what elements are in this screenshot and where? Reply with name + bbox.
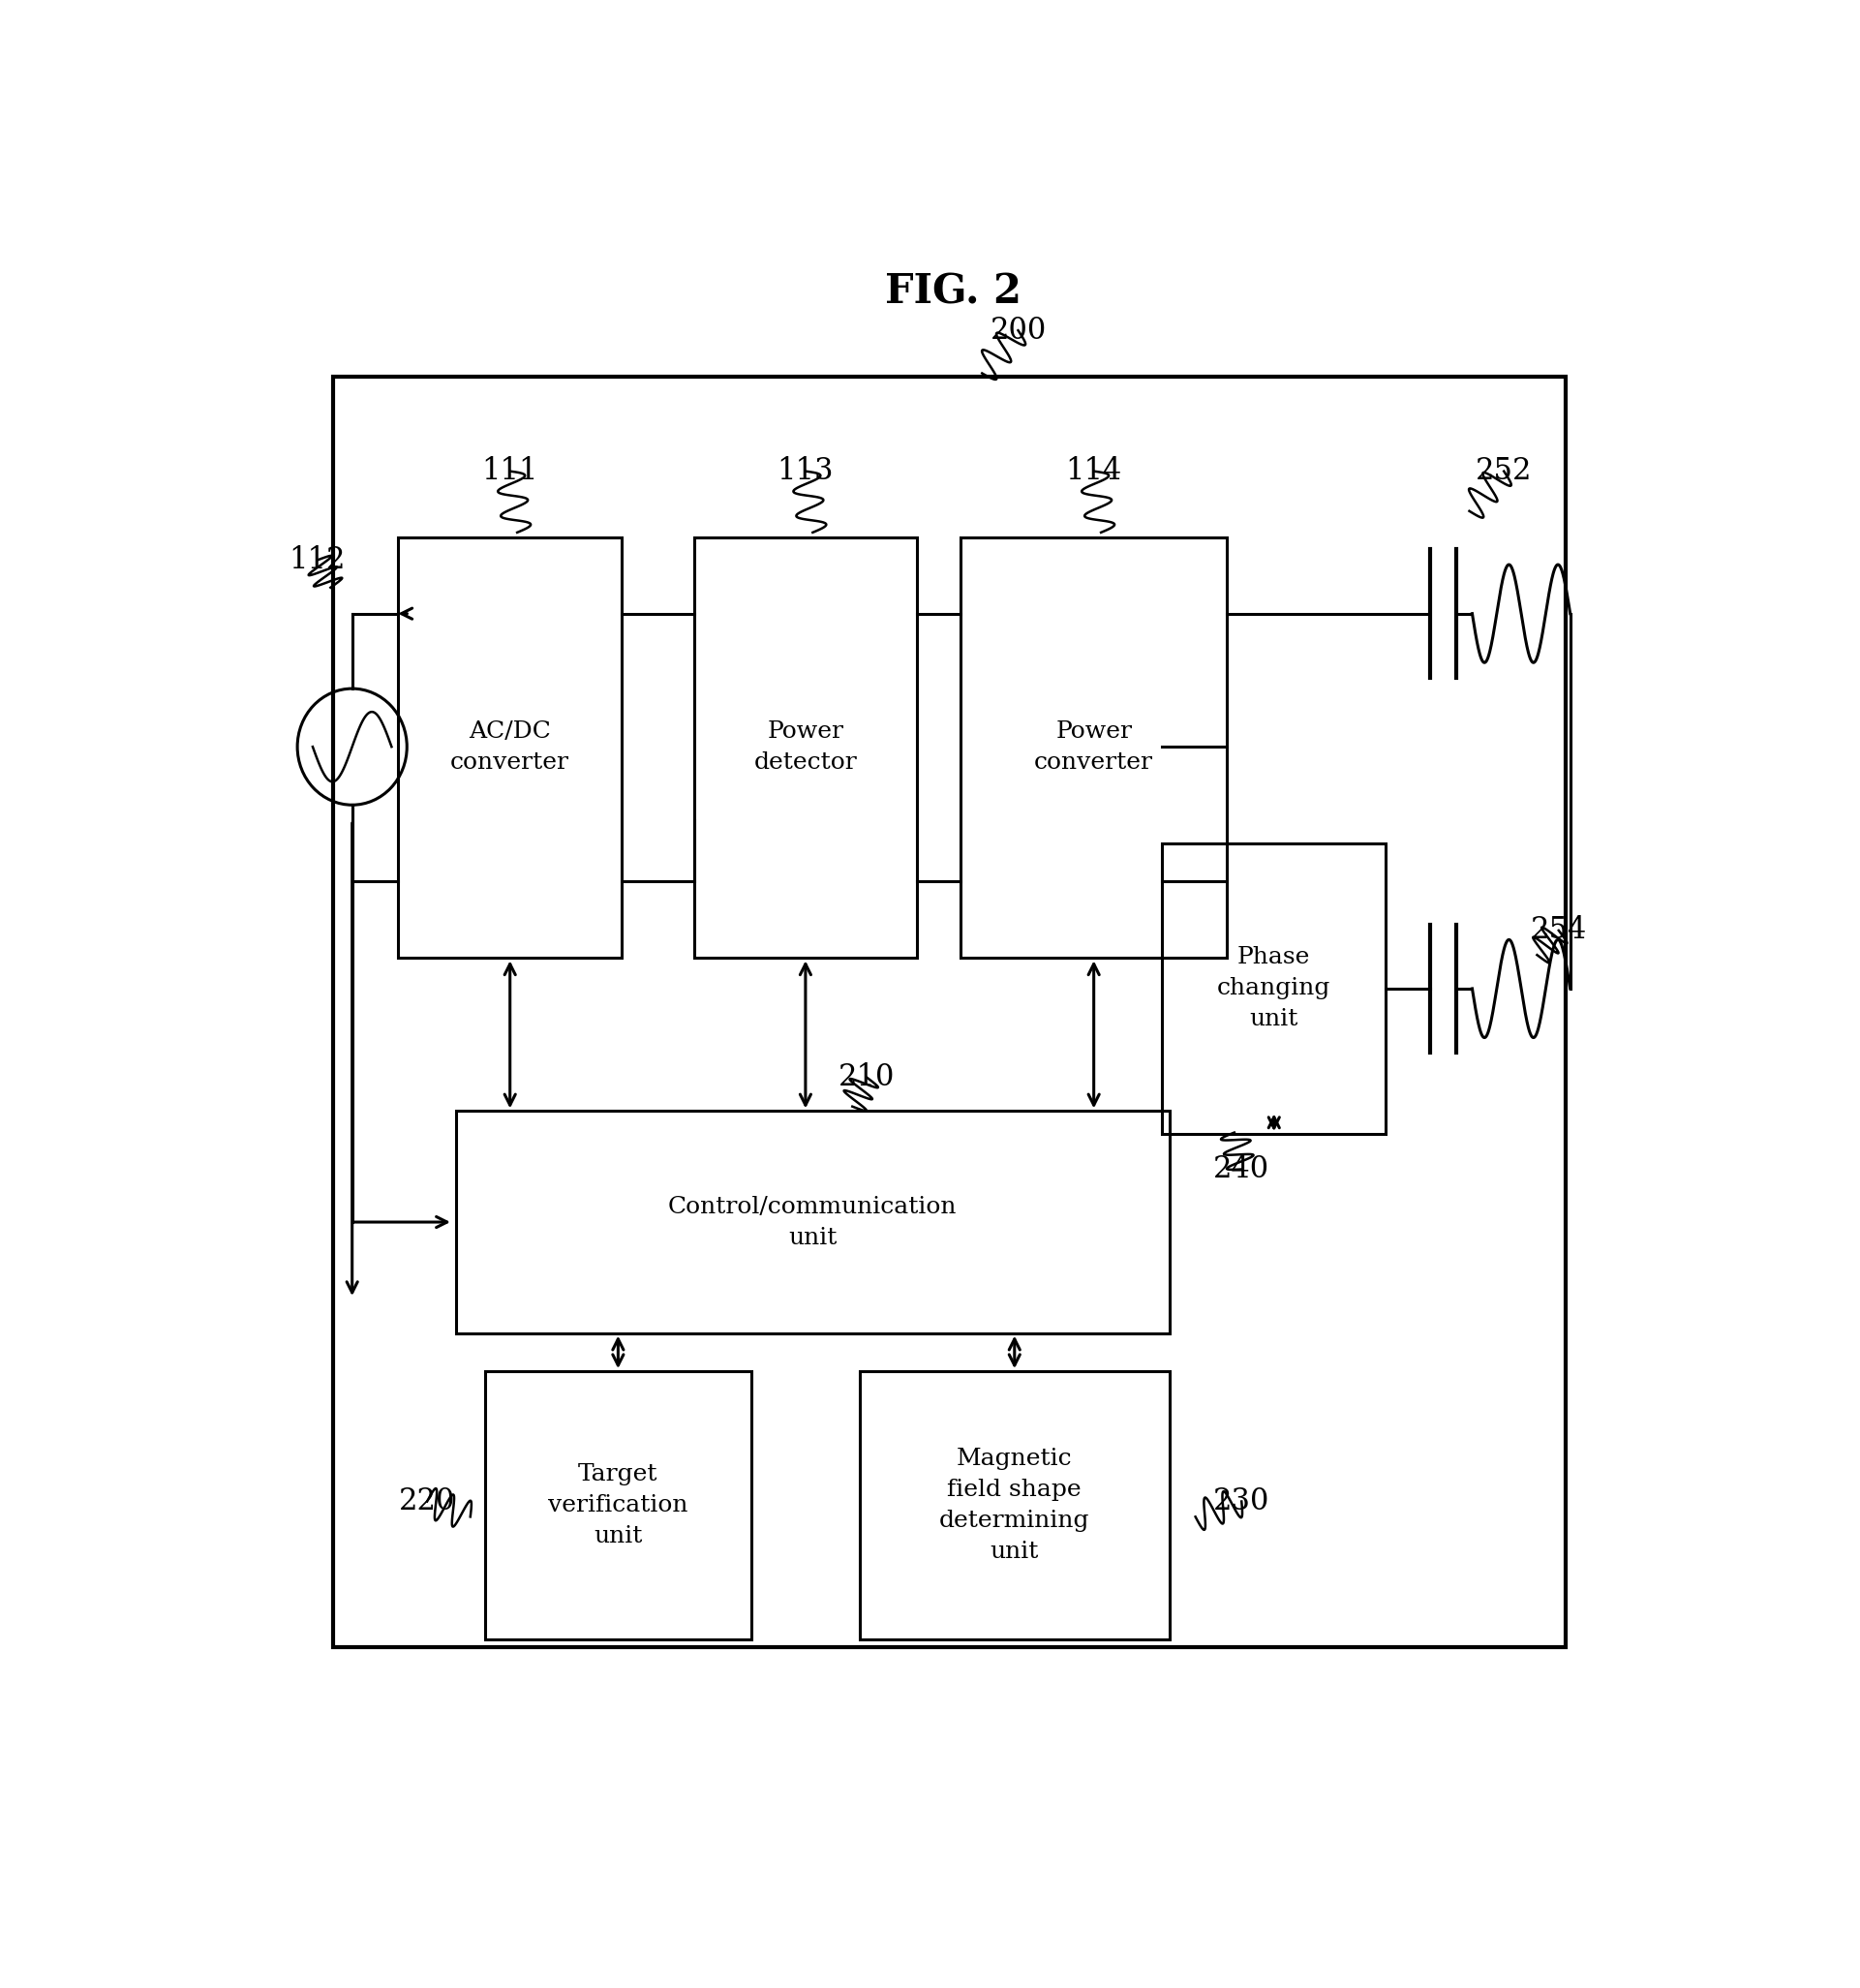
Bar: [1162, 843, 1386, 1133]
Text: 230: 230: [1213, 1487, 1270, 1517]
Text: 240: 240: [1213, 1155, 1270, 1185]
Text: AC/DC
converter: AC/DC converter: [450, 722, 569, 773]
Text: Magnetic
field shape
determining
unit: Magnetic field shape determining unit: [939, 1447, 1090, 1563]
Text: 114: 114: [1066, 455, 1122, 487]
Text: 252: 252: [1475, 455, 1533, 487]
Text: 200: 200: [990, 316, 1047, 346]
Text: 113: 113: [777, 455, 833, 487]
Text: 254: 254: [1531, 914, 1587, 946]
Bar: [694, 537, 917, 958]
Bar: [859, 1372, 1170, 1640]
Bar: [960, 537, 1228, 958]
Text: 210: 210: [839, 1062, 895, 1093]
Text: Power
detector: Power detector: [753, 722, 857, 773]
Bar: [398, 537, 621, 958]
Text: Phase
changing
unit: Phase changing unit: [1216, 946, 1330, 1030]
Bar: [485, 1372, 751, 1640]
Text: Control/communication
unit: Control/communication unit: [668, 1195, 958, 1248]
Text: Target
verification
unit: Target verification unit: [549, 1463, 688, 1547]
Bar: [333, 376, 1566, 1646]
Text: FIG. 2: FIG. 2: [885, 272, 1021, 312]
Bar: [456, 1111, 1170, 1334]
Text: 111: 111: [482, 455, 538, 487]
Text: 220: 220: [398, 1487, 456, 1517]
Text: Power
converter: Power converter: [1034, 722, 1153, 773]
Text: 112: 112: [288, 545, 346, 575]
